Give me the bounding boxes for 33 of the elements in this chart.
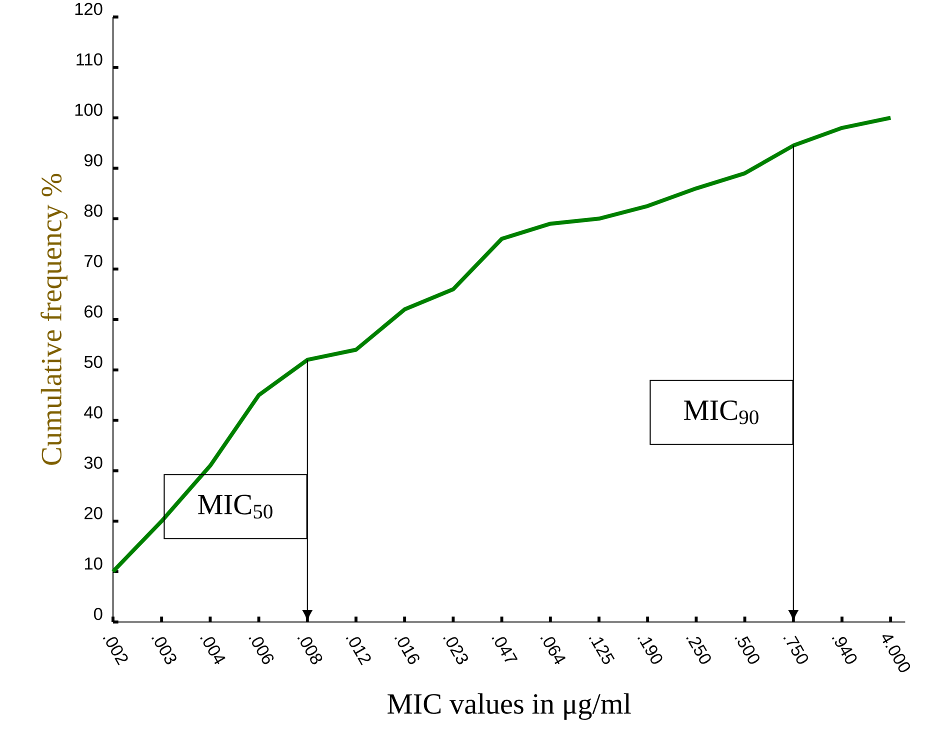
y-tick-label: 20 — [84, 507, 102, 520]
y-tick-label: 100 — [75, 104, 102, 116]
y-tick-label: 120 — [75, 2, 102, 16]
y-tick-label: 110 — [76, 53, 102, 66]
y-tick-label: 50 — [84, 356, 102, 368]
x-tick-label: .190 — [638, 637, 662, 664]
x-tick-label: .002 — [102, 637, 128, 666]
y-tick-label: 30 — [84, 456, 102, 469]
x-tick-label: .012 — [346, 637, 371, 666]
x-tick-label: .006 — [248, 637, 274, 664]
x-tick-label: .125 — [588, 637, 615, 664]
ref-line-label: MIC$_{90}$ — [684, 400, 758, 424]
x-tick-label: .500 — [734, 636, 760, 664]
x-tick-label: .004 — [200, 637, 226, 664]
x-tick-label: .016 — [394, 637, 420, 664]
x-tick-label: .023 — [443, 637, 468, 664]
y-tick-label: 60 — [84, 305, 102, 318]
x-tick-label: .750 — [783, 636, 808, 664]
y-tick-label: 40 — [84, 406, 102, 418]
x-tick-label: .008 — [297, 637, 322, 664]
y-tick-label: 10 — [85, 557, 102, 570]
y-tick-label: 0 — [94, 608, 102, 620]
y-tick-label: 90 — [84, 154, 102, 166]
x-axis-title: MIC values in μg/ml — [388, 693, 631, 720]
x-tick-label: .047 — [492, 637, 518, 662]
x-tick-label: .064 — [540, 637, 566, 664]
x-tick-label: .940 — [832, 636, 857, 664]
ref-line-label: MIC$_{50}$ — [198, 494, 272, 519]
y-axis-title: Cumulative frequency % — [40, 174, 68, 465]
y-tick-label: 70 — [84, 254, 102, 268]
y-tick-label: 80 — [84, 204, 102, 217]
x-tick-label: .003 — [152, 637, 176, 664]
x-tick-label: .250 — [686, 636, 711, 664]
